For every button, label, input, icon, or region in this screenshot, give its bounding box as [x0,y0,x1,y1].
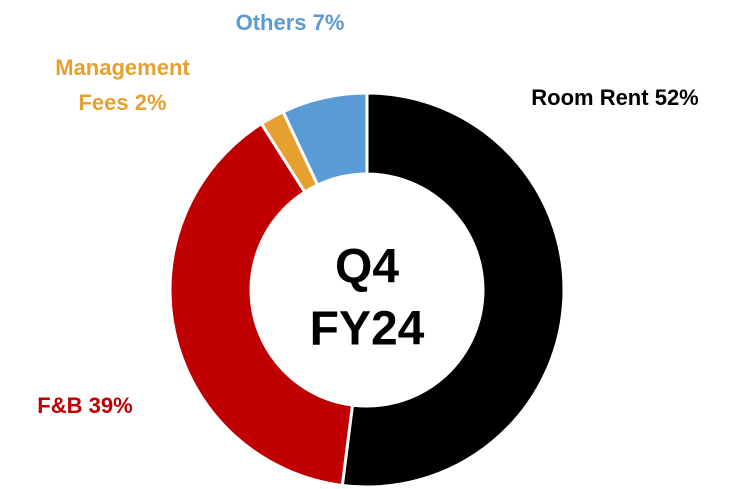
center-label: Q4 [335,241,399,294]
slice-label-name: Others [235,10,307,35]
slice-label-value: 7% [312,10,345,35]
donut-slice [281,91,369,188]
slice-label-value: 39% [88,393,133,418]
center-label: FY24 [310,303,425,356]
slice-label-value: 2% [134,90,167,115]
slice-label-name: F&B [37,393,83,418]
slice-label: Room Rent 52% [495,80,733,115]
donut-slice [168,121,355,488]
donut-slice [340,91,566,489]
slice-label: Management Fees 2% [40,50,205,120]
slice-label: F&B 39% [0,388,170,423]
slice-label-name: Room Rent [531,85,649,110]
slice-label-value: 52% [654,85,699,110]
slice-label: Others 7% [200,5,380,40]
slice-label-name: Management Fees [55,55,190,115]
